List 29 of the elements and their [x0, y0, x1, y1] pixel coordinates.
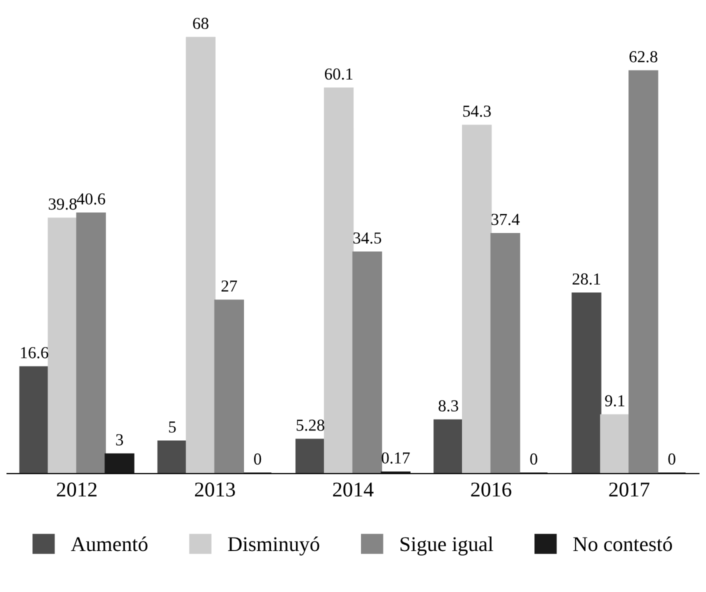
data-label: 0 [530, 453, 538, 465]
x-tick-label: 2012 [56, 482, 97, 497]
x-tick-label: 2016 [471, 482, 512, 497]
data-label: 54.3 [463, 106, 491, 117]
data-label: 0 [668, 453, 676, 465]
data-label: 0 [254, 453, 262, 465]
data-label: 34.5 [353, 232, 382, 244]
data-label: 9.1 [605, 395, 624, 406]
data-label: 37.4 [492, 214, 520, 226]
data-label: 3 [116, 434, 124, 446]
x-tick-label: 2014 [333, 482, 374, 497]
data-label: 5.28 [296, 420, 324, 431]
data-label: 62.8 [630, 51, 658, 62]
legend-label: No contestó [573, 536, 672, 552]
data-label: 28.1 [572, 273, 600, 285]
legend-label: Aumentó [70, 536, 148, 552]
x-tick-label: 2013 [195, 482, 235, 497]
legend-label: Sigue igual [400, 536, 494, 556]
data-label: 27 [222, 280, 237, 292]
legend-label: Disminuyó [228, 536, 320, 556]
data-label: 8.3 [438, 400, 458, 412]
data-label: 5 [169, 422, 176, 433]
data-label: 60.1 [324, 68, 352, 80]
data-label: 16.6 [21, 347, 48, 358]
data-label: 39.8 [48, 198, 77, 210]
x-tick-label: 2017 [609, 482, 650, 497]
data-label: 40.6 [76, 193, 106, 205]
data-label: 68 [193, 18, 208, 30]
data-label: 0.17 [382, 452, 410, 464]
